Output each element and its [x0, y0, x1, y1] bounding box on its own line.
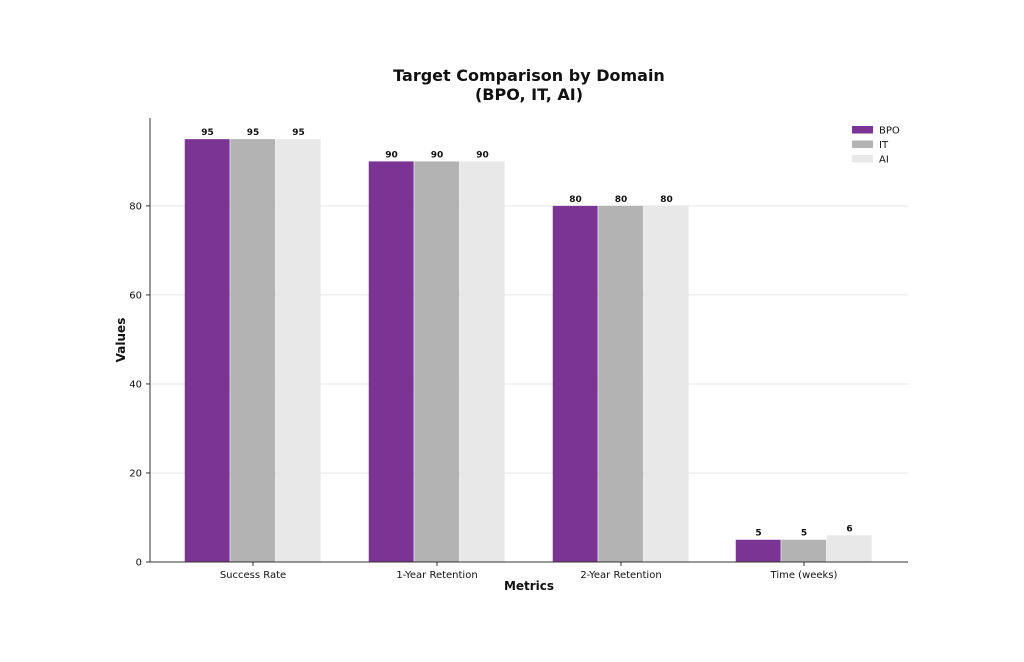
chart-title-line-1: Target Comparison by Domain — [393, 66, 665, 85]
bar-ai-0 — [275, 139, 321, 562]
data-label: 5 — [801, 529, 807, 539]
y-axis-label: Values — [114, 318, 128, 363]
y-tick-label: 60 — [129, 290, 142, 301]
data-label: 6 — [846, 524, 852, 534]
legend-label: BPO — [879, 126, 900, 137]
y-tick-label: 20 — [129, 468, 142, 479]
bar-it-2 — [598, 205, 644, 562]
data-label: 80 — [660, 195, 673, 205]
legend-label: IT — [879, 140, 889, 151]
bar-bpo-1 — [368, 161, 414, 562]
data-labels: 95 95 95 90 90 90 80 80 80 5 5 6 — [201, 128, 852, 539]
data-label: 95 — [247, 128, 260, 138]
y-tick-label: 40 — [129, 379, 142, 390]
legend-swatch-bpo — [852, 126, 873, 134]
bar-it-1 — [414, 161, 460, 562]
y-ticks: 0 20 40 60 80 — [129, 201, 150, 569]
bar-it-3 — [781, 539, 827, 562]
legend-swatch-ai — [852, 155, 873, 163]
data-label: 80 — [569, 195, 582, 205]
bar-bpo-3 — [735, 539, 781, 562]
data-label: 95 — [292, 128, 305, 138]
bar-bpo-2 — [552, 205, 598, 562]
bar-ai-3 — [826, 535, 872, 562]
chart-title-line-2: (BPO, IT, AI) — [475, 85, 583, 104]
legend: BPO IT AI — [852, 126, 900, 166]
data-label: 90 — [431, 150, 444, 160]
x-ticks: Success Rate 1-Year Retention 2-Year Reten… — [220, 562, 838, 581]
data-label: 90 — [385, 150, 398, 160]
x-tick-label: 1-Year Retention — [396, 570, 477, 581]
bars — [184, 139, 872, 562]
x-axis-label: Metrics — [504, 579, 554, 593]
legend-label: AI — [879, 155, 889, 166]
bar-it-0 — [230, 139, 276, 562]
y-tick-label: 0 — [136, 558, 142, 569]
bar-ai-2 — [643, 205, 689, 562]
bar-ai-1 — [459, 161, 505, 562]
x-tick-label: 2-Year Retention — [580, 570, 661, 581]
data-label: 95 — [201, 128, 214, 138]
y-tick-label: 80 — [129, 201, 142, 212]
x-tick-label: Time (weeks) — [770, 570, 838, 581]
legend-swatch-it — [852, 140, 873, 148]
x-tick-label: Success Rate — [220, 570, 286, 581]
data-label: 90 — [476, 150, 489, 160]
data-label: 5 — [755, 529, 761, 539]
data-label: 80 — [615, 195, 628, 205]
bar-bpo-0 — [184, 139, 230, 562]
